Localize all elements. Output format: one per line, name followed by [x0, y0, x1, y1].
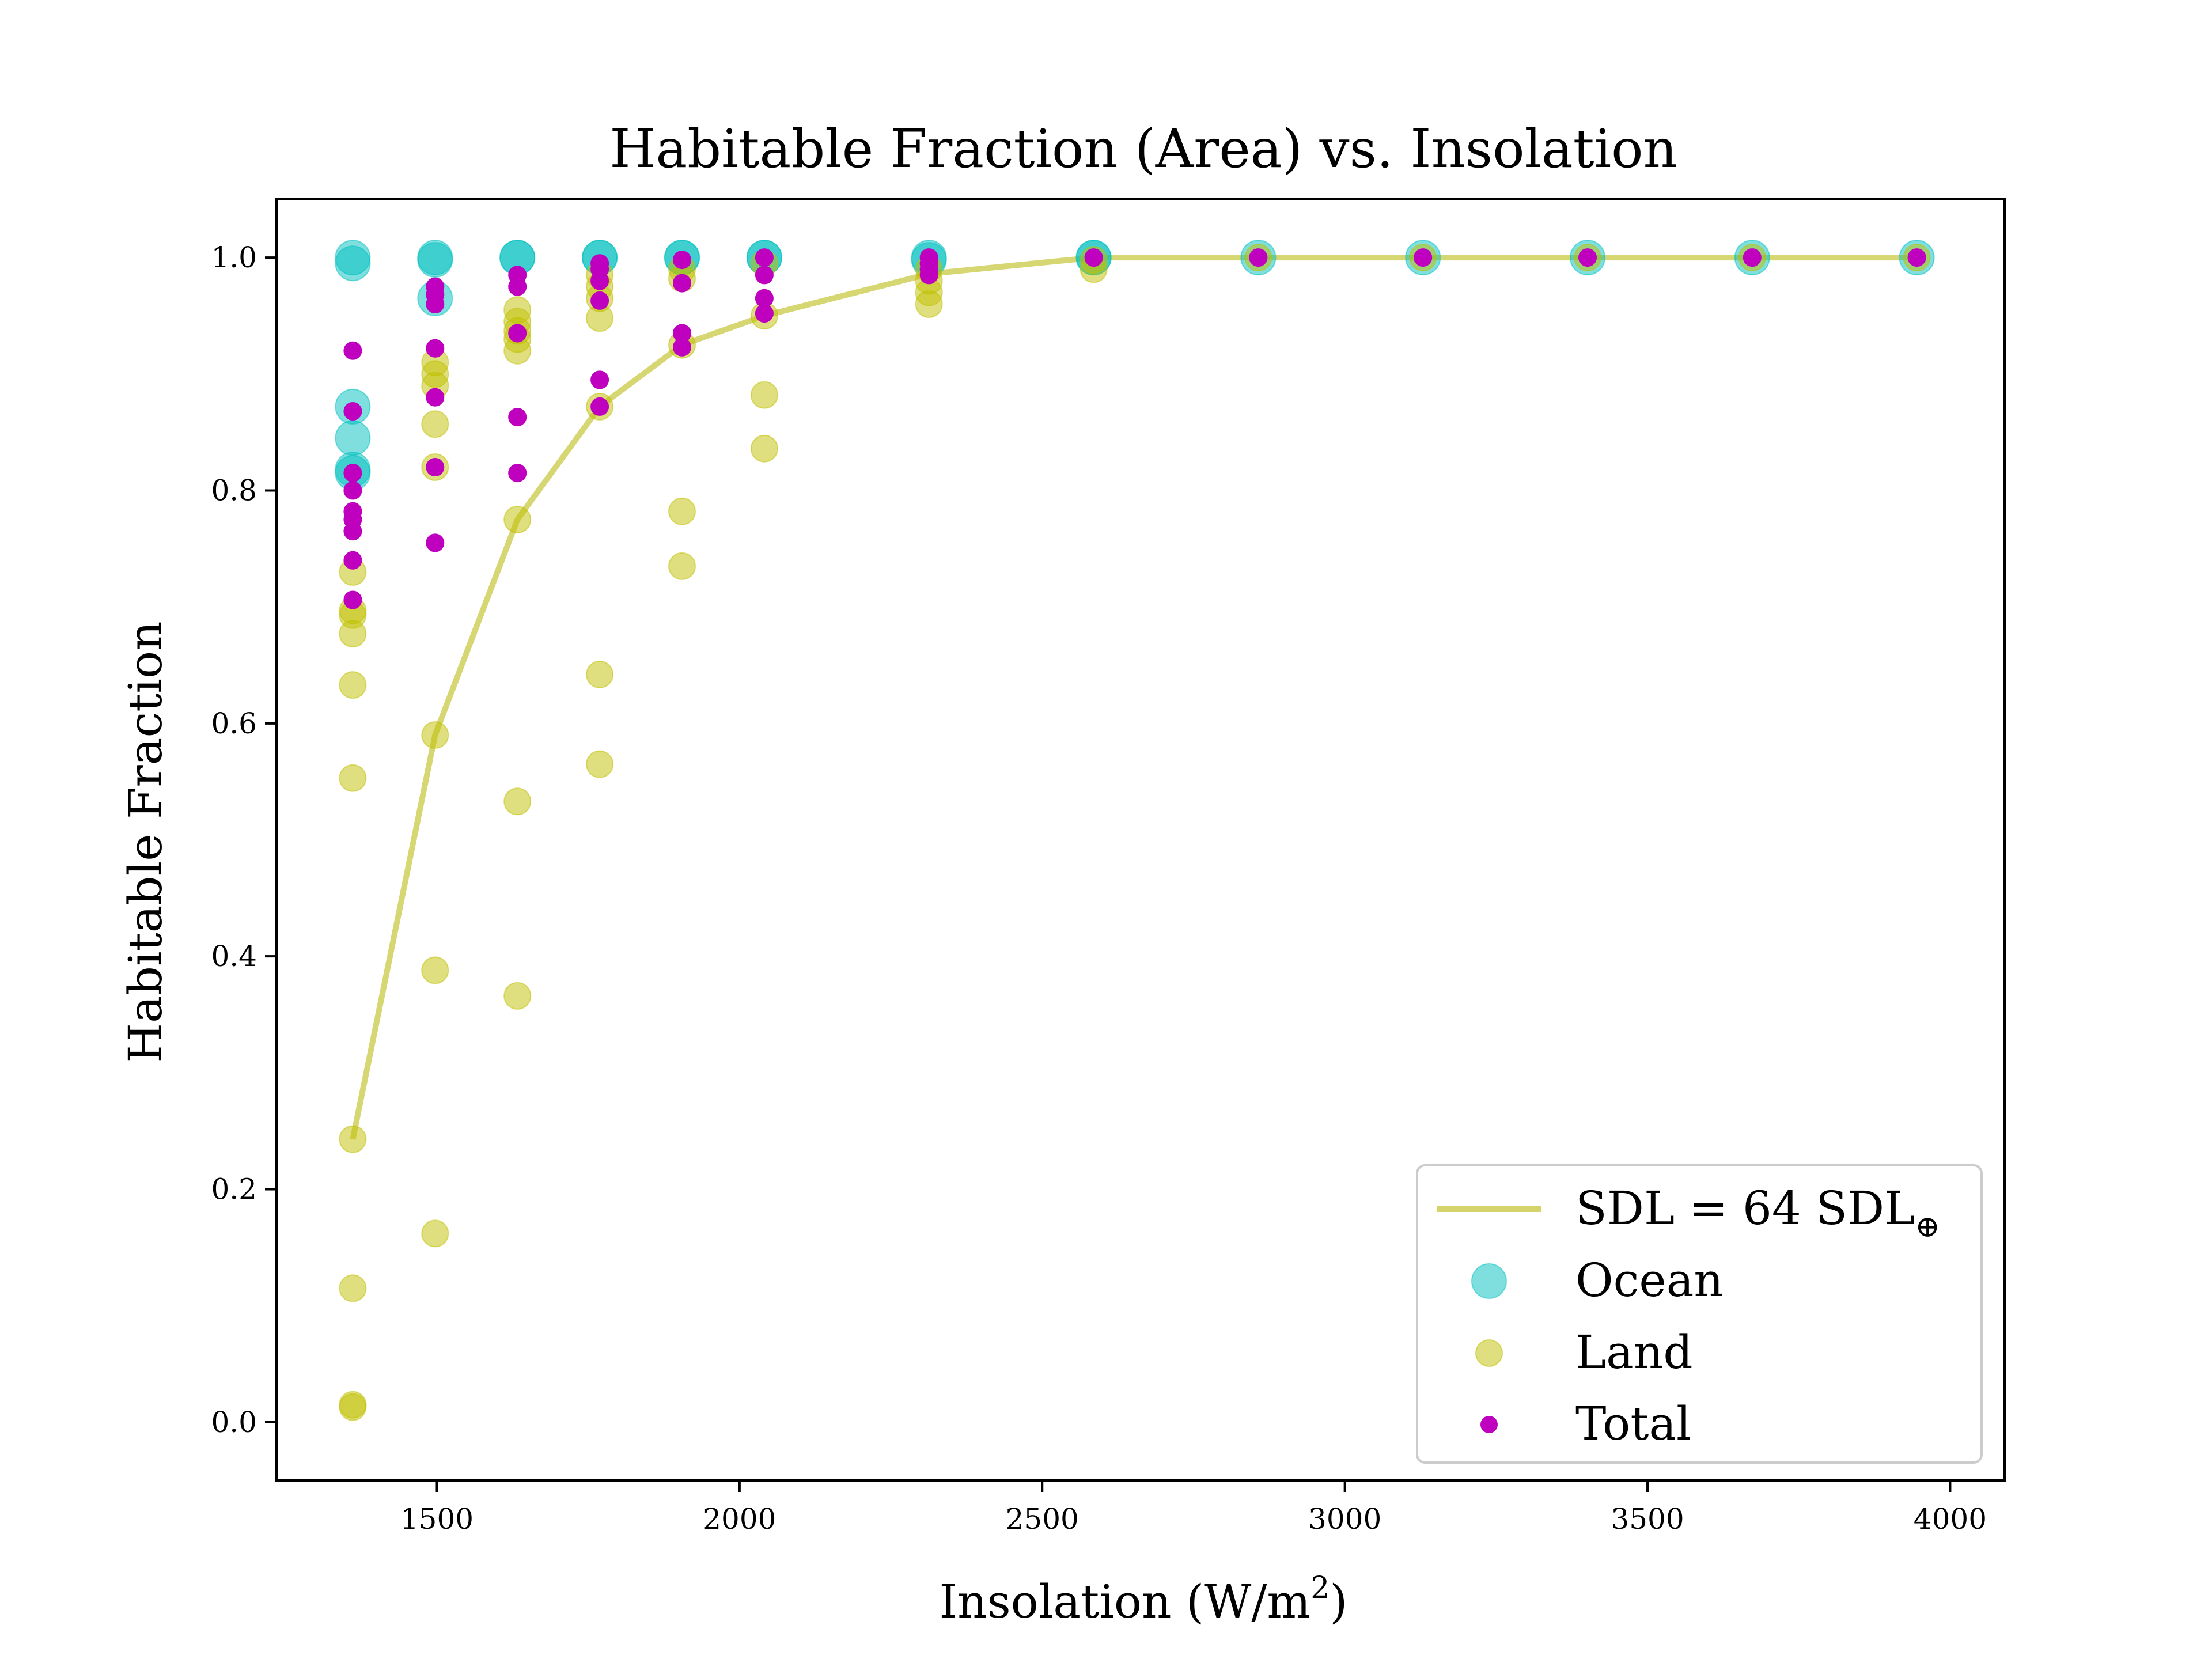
land-point — [339, 671, 367, 699]
chart-title: Habitable Fraction (Area) vs. Insolation — [609, 118, 1677, 180]
plot-area — [335, 240, 1935, 1421]
total-point — [343, 341, 362, 360]
legend-label-line: SDL = 64 SDL⊕ — [1575, 1181, 1940, 1244]
total-point — [343, 522, 362, 541]
total-point — [343, 590, 362, 609]
land-point — [915, 290, 943, 318]
legend-label-line-subscript: ⊕ — [1915, 1210, 1940, 1244]
total-point — [590, 397, 609, 416]
total-point — [426, 388, 445, 407]
legend-swatch-land — [1475, 1339, 1503, 1367]
y-axis: 0.0 0.2 0.4 0.6 0.8 1.0 — [211, 241, 276, 1439]
total-point — [343, 481, 362, 500]
total-point — [508, 277, 527, 296]
y-tick-label: 0.0 — [211, 1406, 257, 1439]
total-point — [590, 271, 609, 290]
x-tick-label: 2500 — [1006, 1502, 1079, 1536]
total-point — [673, 274, 691, 293]
total-point — [343, 402, 362, 421]
x-tick-label: 1500 — [400, 1502, 474, 1536]
land-point — [339, 1393, 367, 1421]
legend-label-line-text: SDL = 64 SDL — [1575, 1181, 1915, 1235]
total-point — [508, 408, 527, 427]
total-series — [343, 248, 1926, 609]
y-tick-label: 0.8 — [211, 474, 257, 507]
x-tick-label: 2000 — [703, 1502, 776, 1536]
legend-label-ocean: Ocean — [1575, 1253, 1724, 1307]
total-point — [590, 291, 609, 310]
legend-label-land: Land — [1575, 1325, 1693, 1379]
x-axis-label-superscript: 2 — [1310, 1571, 1330, 1605]
y-tick-label: 0.6 — [211, 707, 257, 740]
ocean-point — [335, 245, 371, 282]
legend-swatch-total — [1480, 1416, 1498, 1433]
land-point — [421, 721, 449, 749]
land-point — [668, 552, 696, 580]
total-point — [1907, 248, 1926, 267]
total-point — [1414, 248, 1433, 267]
land-point — [339, 1274, 367, 1302]
legend-frame — [1416, 1164, 1983, 1464]
total-point — [1084, 248, 1103, 267]
land-point — [339, 764, 367, 792]
y-axis-label: Habitable Fraction — [119, 621, 172, 1063]
total-point — [755, 304, 774, 323]
total-point — [590, 370, 609, 389]
x-axis-label: Insolation (W/m2) — [939, 1571, 1347, 1628]
total-point — [426, 295, 445, 313]
total-point — [919, 266, 938, 285]
land-point — [421, 410, 449, 438]
x-tick-label: 3500 — [1611, 1502, 1684, 1536]
total-point — [755, 248, 774, 267]
land-point — [586, 660, 614, 688]
ocean-point — [417, 242, 453, 278]
land-point — [586, 750, 614, 778]
total-point — [673, 338, 691, 357]
x-tick-label: 3000 — [1308, 1502, 1381, 1536]
x-tick-label: 4000 — [1914, 1502, 1987, 1536]
total-point — [426, 339, 445, 358]
land-point — [339, 1125, 367, 1153]
total-point — [343, 551, 362, 570]
land-point — [339, 620, 367, 648]
total-point — [673, 251, 691, 270]
total-point — [1743, 248, 1762, 267]
x-axis: 1500 2000 2500 3000 3500 4000 — [400, 1480, 1987, 1536]
total-point — [426, 533, 445, 552]
legend-label-total: Total — [1575, 1397, 1691, 1450]
axes-frame — [275, 198, 2006, 1482]
land-point — [750, 381, 778, 409]
total-point — [1249, 248, 1268, 267]
land-point — [421, 956, 449, 984]
land-point — [668, 497, 696, 525]
land-point — [503, 506, 532, 533]
total-point — [343, 464, 362, 483]
total-point — [508, 324, 527, 343]
total-point — [755, 266, 774, 285]
land-point — [503, 787, 532, 816]
ocean-point — [335, 420, 371, 456]
legend-swatch-ocean — [1471, 1263, 1507, 1299]
y-tick-label: 0.2 — [211, 1173, 257, 1206]
y-tick-label: 0.4 — [211, 940, 257, 973]
legend: SDL = 64 SDL⊕ Ocean Land Total — [1416, 1164, 1983, 1464]
land-point — [503, 982, 532, 1010]
x-axis-label-text: Insolation (W/m — [939, 1575, 1310, 1628]
land-point — [750, 434, 778, 463]
x-axis-label-suffix: ) — [1330, 1575, 1347, 1628]
y-tick-label: 1.0 — [211, 241, 257, 274]
total-point — [1578, 248, 1597, 267]
total-point — [426, 458, 445, 476]
land-point — [421, 1219, 449, 1248]
total-point — [508, 464, 527, 483]
